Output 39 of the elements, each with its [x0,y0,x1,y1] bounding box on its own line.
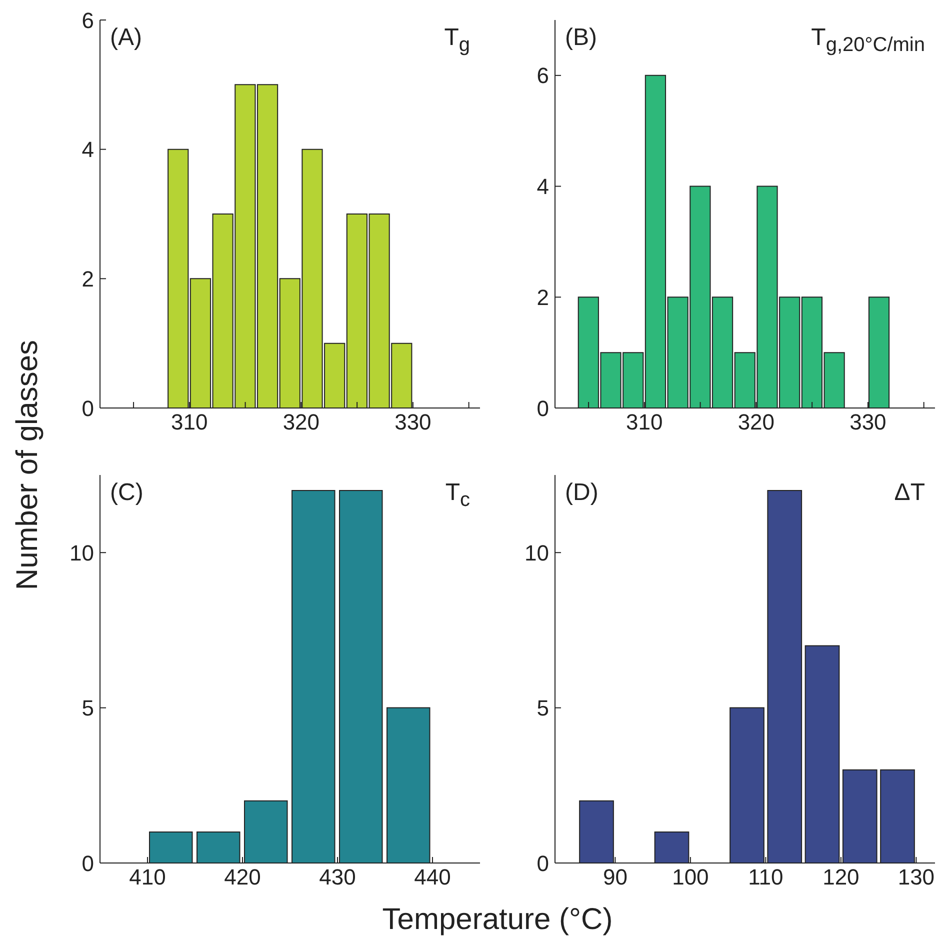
annotation: T$_{g}$ [444,24,470,57]
y-tick-label: 4 [536,174,549,200]
y-tick-label: 0 [82,396,94,421]
y-tick-label: 2 [82,266,94,292]
x-tick-label: 310 [626,410,663,435]
y-tick-label: 6 [82,8,94,33]
x-tick-label: 90 [602,864,628,890]
x-tick-label: 130 [898,864,935,890]
y-tick-label: 6 [536,63,549,88]
x-tick-label: 120 [822,864,860,890]
x-tick-label: 330 [394,410,432,435]
x-tick-label: 320 [282,410,320,435]
annotation: (D) [565,479,598,507]
y-tick-label: 2 [536,284,549,310]
x-tick-label: 440 [414,864,451,890]
y-tick-label: 5 [82,696,94,721]
y-tick-label: 5 [536,696,549,721]
x-tick-label: 310 [171,410,208,435]
annotation: (B) [565,24,597,52]
x-tick-label: 420 [224,864,261,890]
annotation: ΔT [894,479,925,507]
y-tick-label: 4 [82,137,94,162]
annotation: (C) [110,479,144,507]
y-tick-label: 0 [536,850,549,876]
y-tick-label: 10 [524,540,549,566]
x-tick-label: 430 [319,864,356,890]
y-tick-label: 0 [536,396,549,421]
y-tick-label: 0 [82,850,94,876]
y-axis-title: Number of glasses [11,338,45,592]
x-tick-label: 410 [129,864,166,890]
x-tick-label: 330 [850,410,886,435]
x-tick-label: 320 [738,410,775,435]
annotation: T$_{c}$ [445,479,470,512]
y-tick-label: 10 [70,540,94,566]
x-axis-title: Temperature (°C) [381,903,614,937]
annotation: T$_{g,20°C/min}$ [811,24,925,57]
x-tick-label: 110 [748,864,784,890]
x-tick-label: 100 [672,864,709,890]
annotation: (A) [110,24,142,52]
